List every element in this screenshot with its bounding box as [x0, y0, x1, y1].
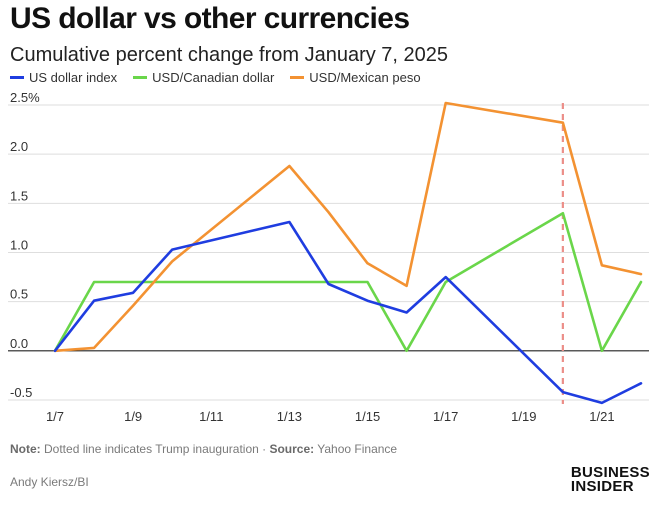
- x-tick-label: 1/7: [46, 409, 64, 424]
- x-tick-label: 1/11: [199, 409, 223, 424]
- line-chart: 2.5% 2.0 1.5 1.0 0.5 0.0 -0.5 1/7 1/9 1/11 1/13 1/1…: [8, 90, 649, 424]
- source-label: Source:: [269, 442, 315, 456]
- x-tick-label: 1/13: [277, 409, 302, 424]
- legend-item-usd-cad: USD/Canadian dollar: [133, 70, 274, 85]
- legend-item-usd-mxn: USD/Mexican peso: [290, 70, 421, 85]
- y-tick-label: -0.5: [10, 385, 32, 400]
- source-text: Yahoo Finance: [314, 442, 398, 456]
- y-tick-label: 2.0: [10, 139, 28, 154]
- legend-label-usd-index: US dollar index: [29, 70, 118, 85]
- chart-subtitle: Cumulative percent change from January 7…: [10, 44, 449, 66]
- author-credit: Andy Kiersz/BI: [10, 475, 89, 489]
- legend-label-usd-cad: USD/Canadian dollar: [152, 70, 275, 85]
- series-line-usd-mexican-peso: [53, 101, 643, 353]
- x-tick-label: 1/17: [433, 409, 458, 424]
- legend-swatch-usd-index: [10, 76, 24, 79]
- business-insider-logo: BUSINESS INSIDER: [570, 464, 650, 495]
- legend-swatch-usd-mxn: [290, 76, 305, 79]
- brand-line-2: INSIDER: [570, 478, 634, 495]
- chart-note: Note: Dotted line indicates Trump inaugu…: [10, 442, 397, 456]
- x-tick-label: 1/15: [355, 409, 380, 424]
- x-tick-label: 1/21: [589, 409, 614, 424]
- y-tick-label: 0.5: [10, 287, 28, 302]
- legend-swatch-usd-cad: [133, 76, 148, 79]
- series-line-usd-canadian-dollar: [53, 211, 643, 353]
- x-tick-label: 1/9: [124, 409, 142, 424]
- y-tick-label: 2.5%: [10, 90, 40, 105]
- note-text: Dotted line indicates Trump inauguration…: [40, 442, 270, 456]
- legend-label-usd-mxn: USD/Mexican peso: [309, 70, 421, 85]
- note-label: Note:: [10, 442, 41, 456]
- chart-title: US dollar vs other currencies: [10, 2, 410, 35]
- x-tick-label: 1/19: [511, 409, 536, 424]
- series-line-us-dollar-index: [53, 220, 643, 405]
- y-tick-label: 1.5: [10, 188, 28, 203]
- y-tick-label: 1.0: [10, 238, 28, 253]
- legend: US dollar index USD/Canadian dollar USD/…: [10, 70, 421, 85]
- legend-item-usd-index: US dollar index: [10, 70, 117, 85]
- y-tick-label: 0.0: [10, 336, 28, 351]
- brand-line-1: BUSINESS: [570, 464, 650, 481]
